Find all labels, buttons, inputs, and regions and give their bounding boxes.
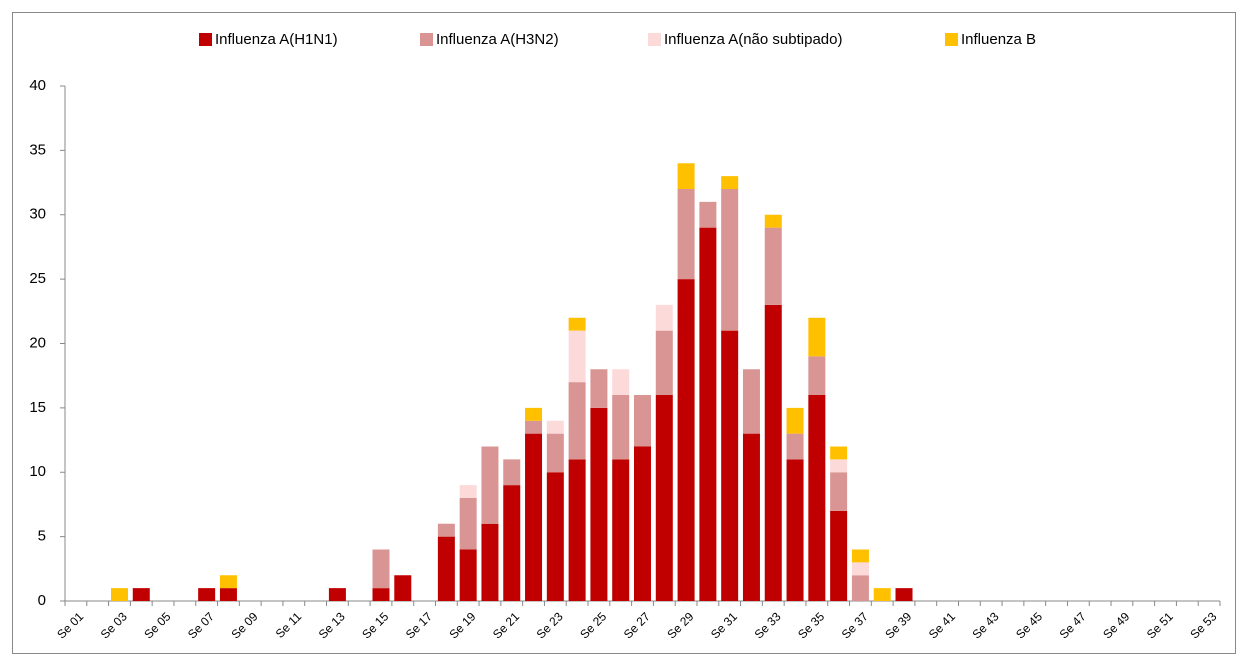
- bar-segment: [459, 498, 477, 550]
- bar-segment: [655, 304, 673, 331]
- bar-segment: [503, 459, 521, 486]
- bar-segment: [612, 459, 630, 601]
- bar-segment: [568, 382, 586, 460]
- bar-segment: [546, 420, 564, 434]
- y-tick-label: 25: [29, 270, 46, 287]
- bar-segment: [525, 407, 543, 421]
- y-tick-label: 35: [29, 141, 46, 158]
- bar-segment: [655, 330, 673, 395]
- bar-segment: [830, 510, 848, 601]
- y-tick-label: 30: [29, 206, 46, 223]
- bar-segment: [110, 588, 128, 601]
- legend-label: Influenza A(não subtipado): [664, 31, 842, 48]
- bar-segment: [764, 304, 782, 601]
- bar-segment: [546, 472, 564, 601]
- y-tick-label: 0: [38, 592, 46, 609]
- legend-label: Influenza A(H3N2): [436, 31, 559, 48]
- legend-swatch: [420, 33, 433, 46]
- legend-swatch: [648, 33, 661, 46]
- bar-segment: [590, 407, 608, 601]
- bar-segment: [742, 369, 760, 434]
- bar-segment: [394, 575, 412, 601]
- legend-swatch: [199, 33, 212, 46]
- bar-segment: [198, 588, 216, 601]
- bar-segment: [525, 433, 543, 601]
- bar-segment: [634, 446, 651, 601]
- bar-segment: [721, 176, 739, 189]
- bar-segment: [459, 549, 477, 601]
- bar-segment: [764, 214, 782, 228]
- bar-segment: [655, 395, 673, 601]
- bar-segment: [851, 575, 869, 601]
- bar-segment: [677, 163, 695, 189]
- bar-segment: [481, 446, 499, 524]
- bar-segment: [895, 588, 913, 601]
- bar-segment: [851, 549, 869, 563]
- bar-segment: [546, 433, 564, 473]
- bar-segment: [459, 485, 477, 498]
- y-tick-label: 15: [29, 399, 46, 416]
- bar-segment: [634, 395, 651, 447]
- bar-segment: [808, 356, 826, 395]
- bar-segment: [786, 459, 804, 601]
- legend-swatch: [945, 33, 958, 46]
- bar-segment: [721, 189, 739, 331]
- y-tick-label: 40: [29, 77, 46, 94]
- bar-segment: [808, 395, 826, 601]
- bar-segment: [808, 317, 826, 357]
- bar-segment: [721, 330, 739, 601]
- bar-segment: [786, 433, 804, 460]
- bar-segment: [437, 536, 455, 601]
- bar-segment: [677, 189, 695, 280]
- bar-segment: [219, 588, 237, 601]
- bar-segment: [590, 369, 608, 408]
- y-tick-label: 5: [38, 528, 46, 545]
- bar-segment: [699, 227, 717, 601]
- bar-segment: [830, 459, 848, 473]
- bar-segment: [568, 317, 586, 331]
- bar-segment: [612, 369, 630, 395]
- bar-segment: [437, 523, 455, 537]
- bar-segment: [219, 575, 237, 589]
- bar-segment: [372, 549, 390, 589]
- bar-segment: [612, 395, 630, 460]
- bar-segment: [372, 588, 390, 601]
- bar-segment: [830, 472, 848, 511]
- bar-segment: [132, 588, 150, 601]
- legend-label: Influenza A(H1N1): [215, 31, 338, 48]
- bar-segment: [742, 433, 760, 601]
- bar-segment: [568, 330, 586, 383]
- bar-segment: [786, 407, 804, 434]
- bar-segment: [851, 562, 869, 576]
- bar-segment: [481, 523, 499, 601]
- bar-segment: [873, 588, 891, 601]
- bar-segment: [830, 446, 848, 460]
- y-tick-label: 20: [29, 334, 46, 351]
- bar-segment: [677, 279, 695, 601]
- bar-segment: [568, 459, 586, 601]
- bar-segment: [764, 227, 782, 305]
- bar-segment: [328, 588, 346, 601]
- bar-segment: [503, 485, 521, 601]
- bar-segment: [699, 201, 717, 228]
- y-tick-label: 10: [29, 463, 46, 480]
- bar-segment: [525, 420, 543, 434]
- legend-label: Influenza B: [961, 31, 1036, 48]
